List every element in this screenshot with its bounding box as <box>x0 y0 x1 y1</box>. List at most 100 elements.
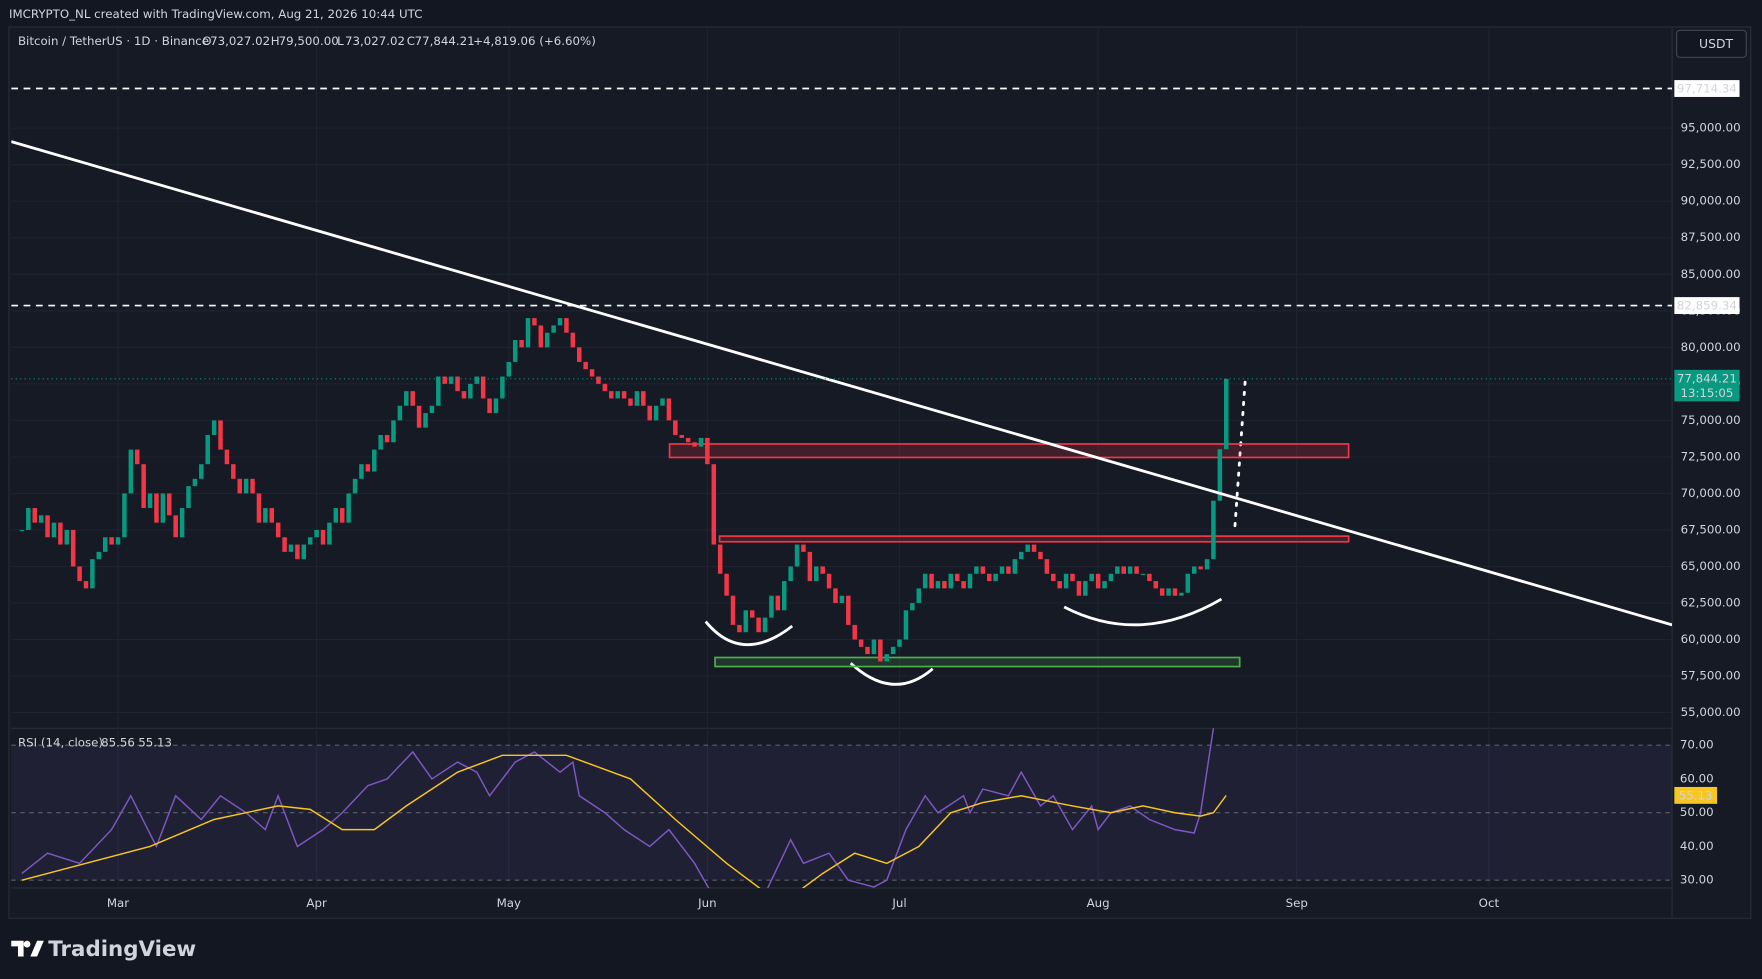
candle <box>160 493 166 523</box>
candle <box>288 544 294 552</box>
candle <box>461 391 467 399</box>
candle <box>436 376 441 406</box>
x-tick-label: Jul <box>891 896 906 910</box>
rsi-ma-value: 55.13 <box>138 735 172 749</box>
zone <box>714 656 1241 668</box>
rsi-pane <box>11 728 1673 888</box>
last-price-label: 77,844.21 <box>1677 371 1737 385</box>
symbol-title: Bitcoin / TetherUS · 1D · Binance <box>18 34 209 48</box>
candle <box>801 544 806 552</box>
candle <box>1217 449 1223 501</box>
ohlc-key: O <box>202 34 211 48</box>
candle <box>993 573 998 582</box>
candle <box>173 515 178 538</box>
price-pane <box>11 87 1673 686</box>
x-tick-label: Aug <box>1087 896 1110 910</box>
candle <box>77 566 82 582</box>
candle <box>570 332 576 348</box>
candle <box>423 413 428 428</box>
x-tick-label: Oct <box>1479 896 1500 910</box>
candle <box>1121 566 1127 574</box>
candle <box>865 646 870 655</box>
candle <box>192 478 198 487</box>
y-tick-label: 75,000.00 <box>1681 413 1741 427</box>
x-tick-label: Apr <box>306 896 327 910</box>
candle <box>1204 559 1210 570</box>
candle <box>756 617 761 633</box>
candle <box>628 398 633 406</box>
candle <box>698 437 704 447</box>
candle <box>275 522 281 538</box>
y-tick-label: 55,000.00 <box>1681 705 1741 719</box>
rsi-tick-label: 30.00 <box>1680 873 1714 887</box>
candle <box>512 340 518 362</box>
candle <box>1198 566 1203 570</box>
candle <box>397 405 403 421</box>
candle <box>141 464 146 509</box>
candle <box>1095 573 1101 589</box>
ohlc-value: 79,500.00 <box>279 34 339 48</box>
candle <box>660 398 665 406</box>
ohlc-key: L <box>337 34 344 48</box>
brand-logo: TradingView <box>11 937 196 962</box>
candle <box>90 559 95 589</box>
candle <box>1089 573 1094 582</box>
rsi-tick-label: 40.00 <box>1680 839 1714 853</box>
y-tick-label: 87,500.00 <box>1681 230 1741 244</box>
candle <box>583 361 588 370</box>
countdown: 13:15:05 <box>1680 386 1733 400</box>
y-tick-label: 95,000.00 <box>1681 121 1741 135</box>
candle <box>1172 588 1178 596</box>
y-tick-label: 92,500.00 <box>1681 157 1741 171</box>
candle <box>51 522 57 538</box>
level-tag <box>1674 297 1740 314</box>
candle <box>538 325 544 348</box>
candle <box>442 376 447 384</box>
candle <box>365 464 371 472</box>
candle <box>1224 378 1229 450</box>
candle <box>653 405 659 421</box>
candle <box>83 581 89 589</box>
candle <box>38 515 44 523</box>
last-price-tag <box>1674 369 1740 402</box>
candle <box>954 573 960 582</box>
candle <box>967 573 973 589</box>
axes: Mar Apr May Jun Jul Aug Sep Oct 55,000.00 57,500.… <box>107 80 1741 910</box>
candle <box>1147 573 1152 582</box>
currency-button-label[interactable]: USDT <box>1699 37 1733 51</box>
chart-frame <box>8 26 1752 919</box>
candle <box>903 610 909 640</box>
candle <box>1102 581 1107 589</box>
candle <box>346 493 351 523</box>
candle <box>794 544 800 567</box>
y-tick-label: 80,000.00 <box>1681 340 1741 354</box>
candle <box>487 398 492 414</box>
candle <box>564 318 569 333</box>
y-tick-label: 65,000.00 <box>1681 559 1741 573</box>
rsi-tick-label: 70.00 <box>1680 738 1714 752</box>
candle <box>711 464 717 545</box>
candle <box>333 508 339 523</box>
candle <box>519 340 524 348</box>
candle <box>1108 573 1114 582</box>
candle <box>999 566 1005 574</box>
x-tick-label: May <box>497 896 521 910</box>
currency-button[interactable] <box>1676 29 1747 58</box>
candle <box>474 376 480 384</box>
x-tick-label: Mar <box>107 896 129 910</box>
candle <box>26 508 31 530</box>
y-tick-label: 70,000.00 <box>1681 486 1741 500</box>
candle <box>589 369 595 377</box>
level-label: 97,714.34 <box>1677 82 1737 96</box>
candle <box>717 544 723 574</box>
arc <box>849 662 934 686</box>
candle <box>871 639 877 655</box>
candle <box>500 376 505 399</box>
candle <box>602 383 608 392</box>
candle <box>224 449 230 465</box>
candle <box>199 464 204 479</box>
candle <box>634 391 640 406</box>
y-tick-label: 90,000.00 <box>1681 194 1741 208</box>
level-tag <box>1674 80 1740 97</box>
ohlc-value: 73,027.02 <box>210 34 270 48</box>
